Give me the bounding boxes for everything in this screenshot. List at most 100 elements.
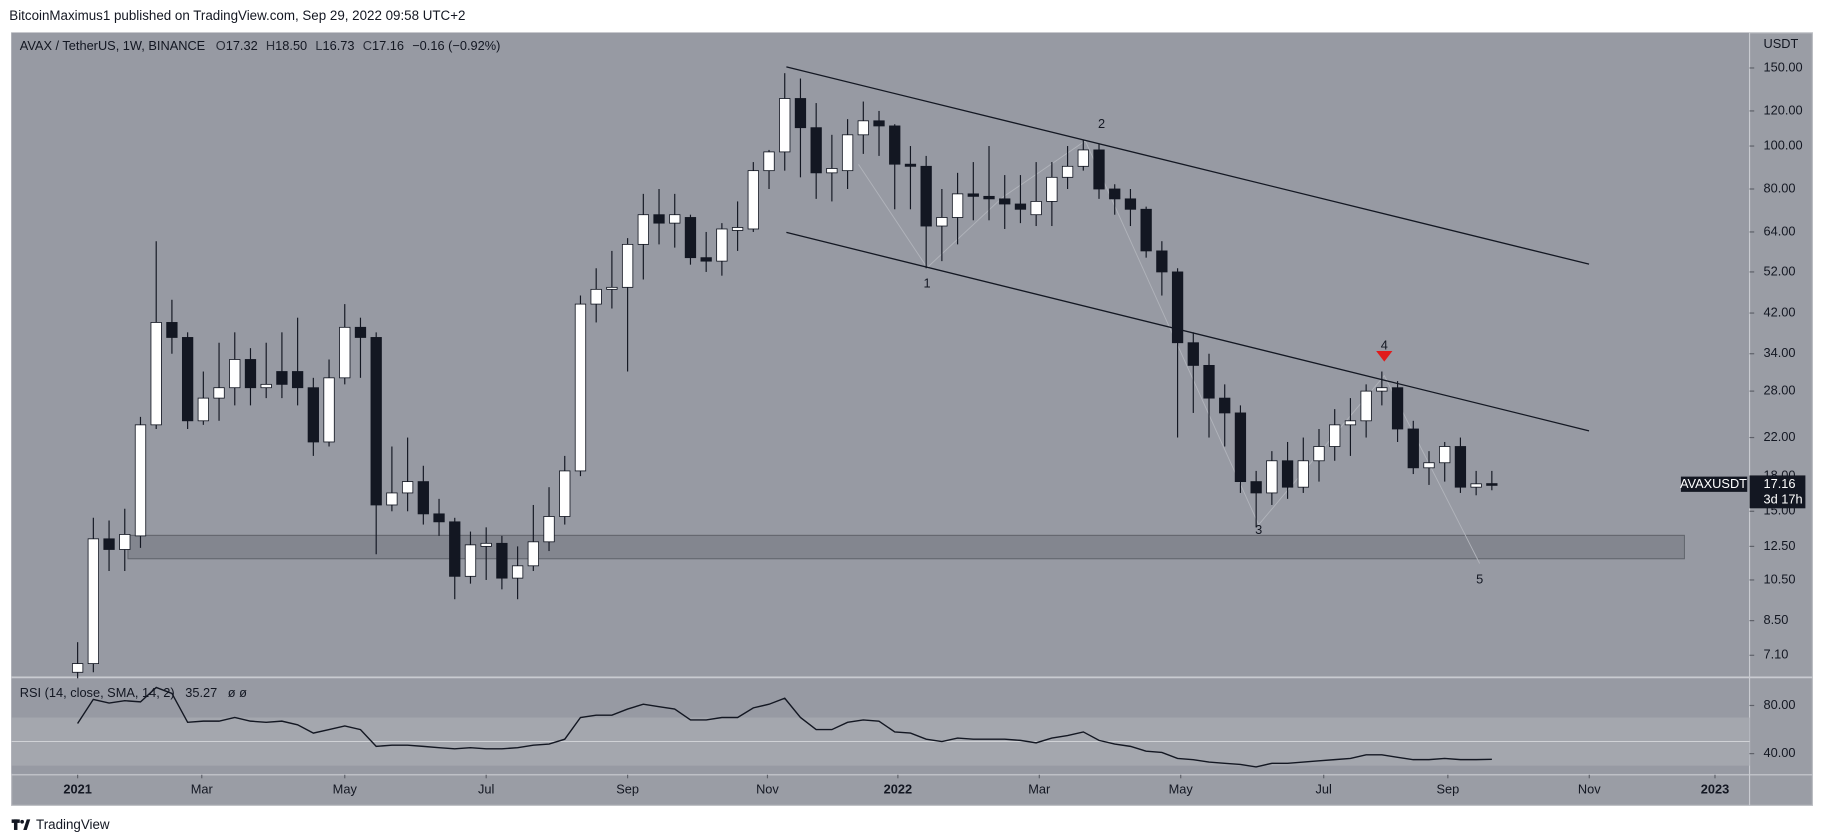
candle-body [543,516,555,543]
candle-body [1234,412,1247,483]
y-axis-label: USDT [1764,36,1799,51]
candle-body [1423,462,1435,469]
candle-body [150,322,162,426]
support-zone [127,534,1685,560]
footer-logo [11,819,31,830]
candle-body [889,125,901,165]
rsi-title: RSI (14, close, SMA, 14, 2) [20,685,175,700]
candle-body [779,98,791,153]
candle-body [260,383,272,389]
candle-body [1313,446,1325,462]
candle-body [999,198,1011,205]
candle-body [1077,149,1089,167]
legend-key: C [363,38,372,53]
wave-label: 4 [1381,338,1388,353]
legend-key: H [266,38,275,53]
candle-body [1109,188,1121,200]
y-tick-label: 100.00 [1764,137,1803,152]
published-header: BitcoinMaximus1 published on TradingView… [9,8,465,23]
candle-body [606,286,618,290]
price-tag-value: 17.16 [1764,476,1796,491]
candle-body [873,120,885,127]
candle-body [669,214,681,224]
candle-body [229,359,241,389]
rsi-layer [11,686,1750,768]
candle-body [763,151,775,172]
candle-body [1171,271,1184,344]
candle-body [449,521,461,577]
candle-body [590,288,602,305]
footer-brand: TradingView [36,817,110,832]
candle-body [1046,176,1058,202]
candle-body [1470,483,1482,488]
x-tick-label: 2022 [884,781,912,796]
x-tick-label: Jul [478,781,494,796]
candle-body [213,387,225,399]
candle-body [857,120,869,136]
legend-key: L [315,38,322,53]
candle-body [433,513,445,523]
candle-body [370,337,382,506]
candle-body [480,542,492,547]
candle-body [276,371,288,385]
price-tag-countdown: 3d 17h [1764,491,1803,506]
y-tick-label: 7.10 [1764,647,1789,662]
candle-body [1187,342,1199,366]
candle-body [1124,198,1137,210]
x-tick-label: 2023 [1701,781,1729,796]
wave-label: 5 [1476,571,1483,586]
x-tick-label: Nov [756,781,779,796]
y-tick-label: 120.00 [1764,102,1803,117]
legend-value: 17.32 [226,38,258,53]
legend-key: O [216,38,226,53]
candle-body [339,326,351,379]
candle-body [1140,208,1152,252]
rsi-value: 35.27 [185,685,217,700]
y-tick-label: 28.00 [1764,382,1796,397]
candle-body [1061,165,1074,178]
candle-body [1391,387,1404,430]
candle-body [496,542,508,579]
x-tick-label: Jul [1316,781,1332,796]
candle-body [731,227,744,231]
candle-body [166,322,178,338]
candle-body [87,538,99,665]
x-tick-label: Sep [616,781,639,796]
x-tick-label: 2021 [63,781,91,796]
rsi-line [77,686,1492,768]
legend-value: 18.50 [275,38,307,53]
candle-body [71,663,84,673]
candle-body [1344,420,1357,426]
candle-body [810,127,822,174]
candle-body [1203,364,1215,399]
candle-body [1297,460,1309,488]
wave-label: 3 [1255,522,1262,537]
candle-body [354,326,367,338]
candle-body [841,134,854,172]
x-tick-label: Mar [1028,781,1051,796]
candle-body [936,217,948,227]
candle-body [637,214,649,245]
candle-body [684,217,697,259]
candle-body [967,193,979,197]
y-tick-label: 150.00 [1764,59,1803,74]
price-legend: AVAX / TetherUS, 1W, BINANCE O17.32 H18.… [20,38,501,53]
x-tick-label: May [333,781,358,796]
candle-body [747,170,759,230]
y-tick-label: 8.50 [1764,612,1789,627]
candle-body [951,193,964,218]
candle-body [1250,481,1262,494]
candles [71,73,1498,679]
wave-label: 1 [924,275,931,290]
candle-body [1360,390,1372,422]
candle-body [1454,446,1467,488]
x-tick-label: May [1169,781,1194,796]
candle-body [1030,201,1042,216]
candle-body [464,544,477,577]
y-tick-label: 10.50 [1764,571,1796,586]
candle-body [401,481,414,494]
price-pane [11,32,1750,677]
price-tag [1749,475,1806,509]
candle-body [653,214,665,224]
